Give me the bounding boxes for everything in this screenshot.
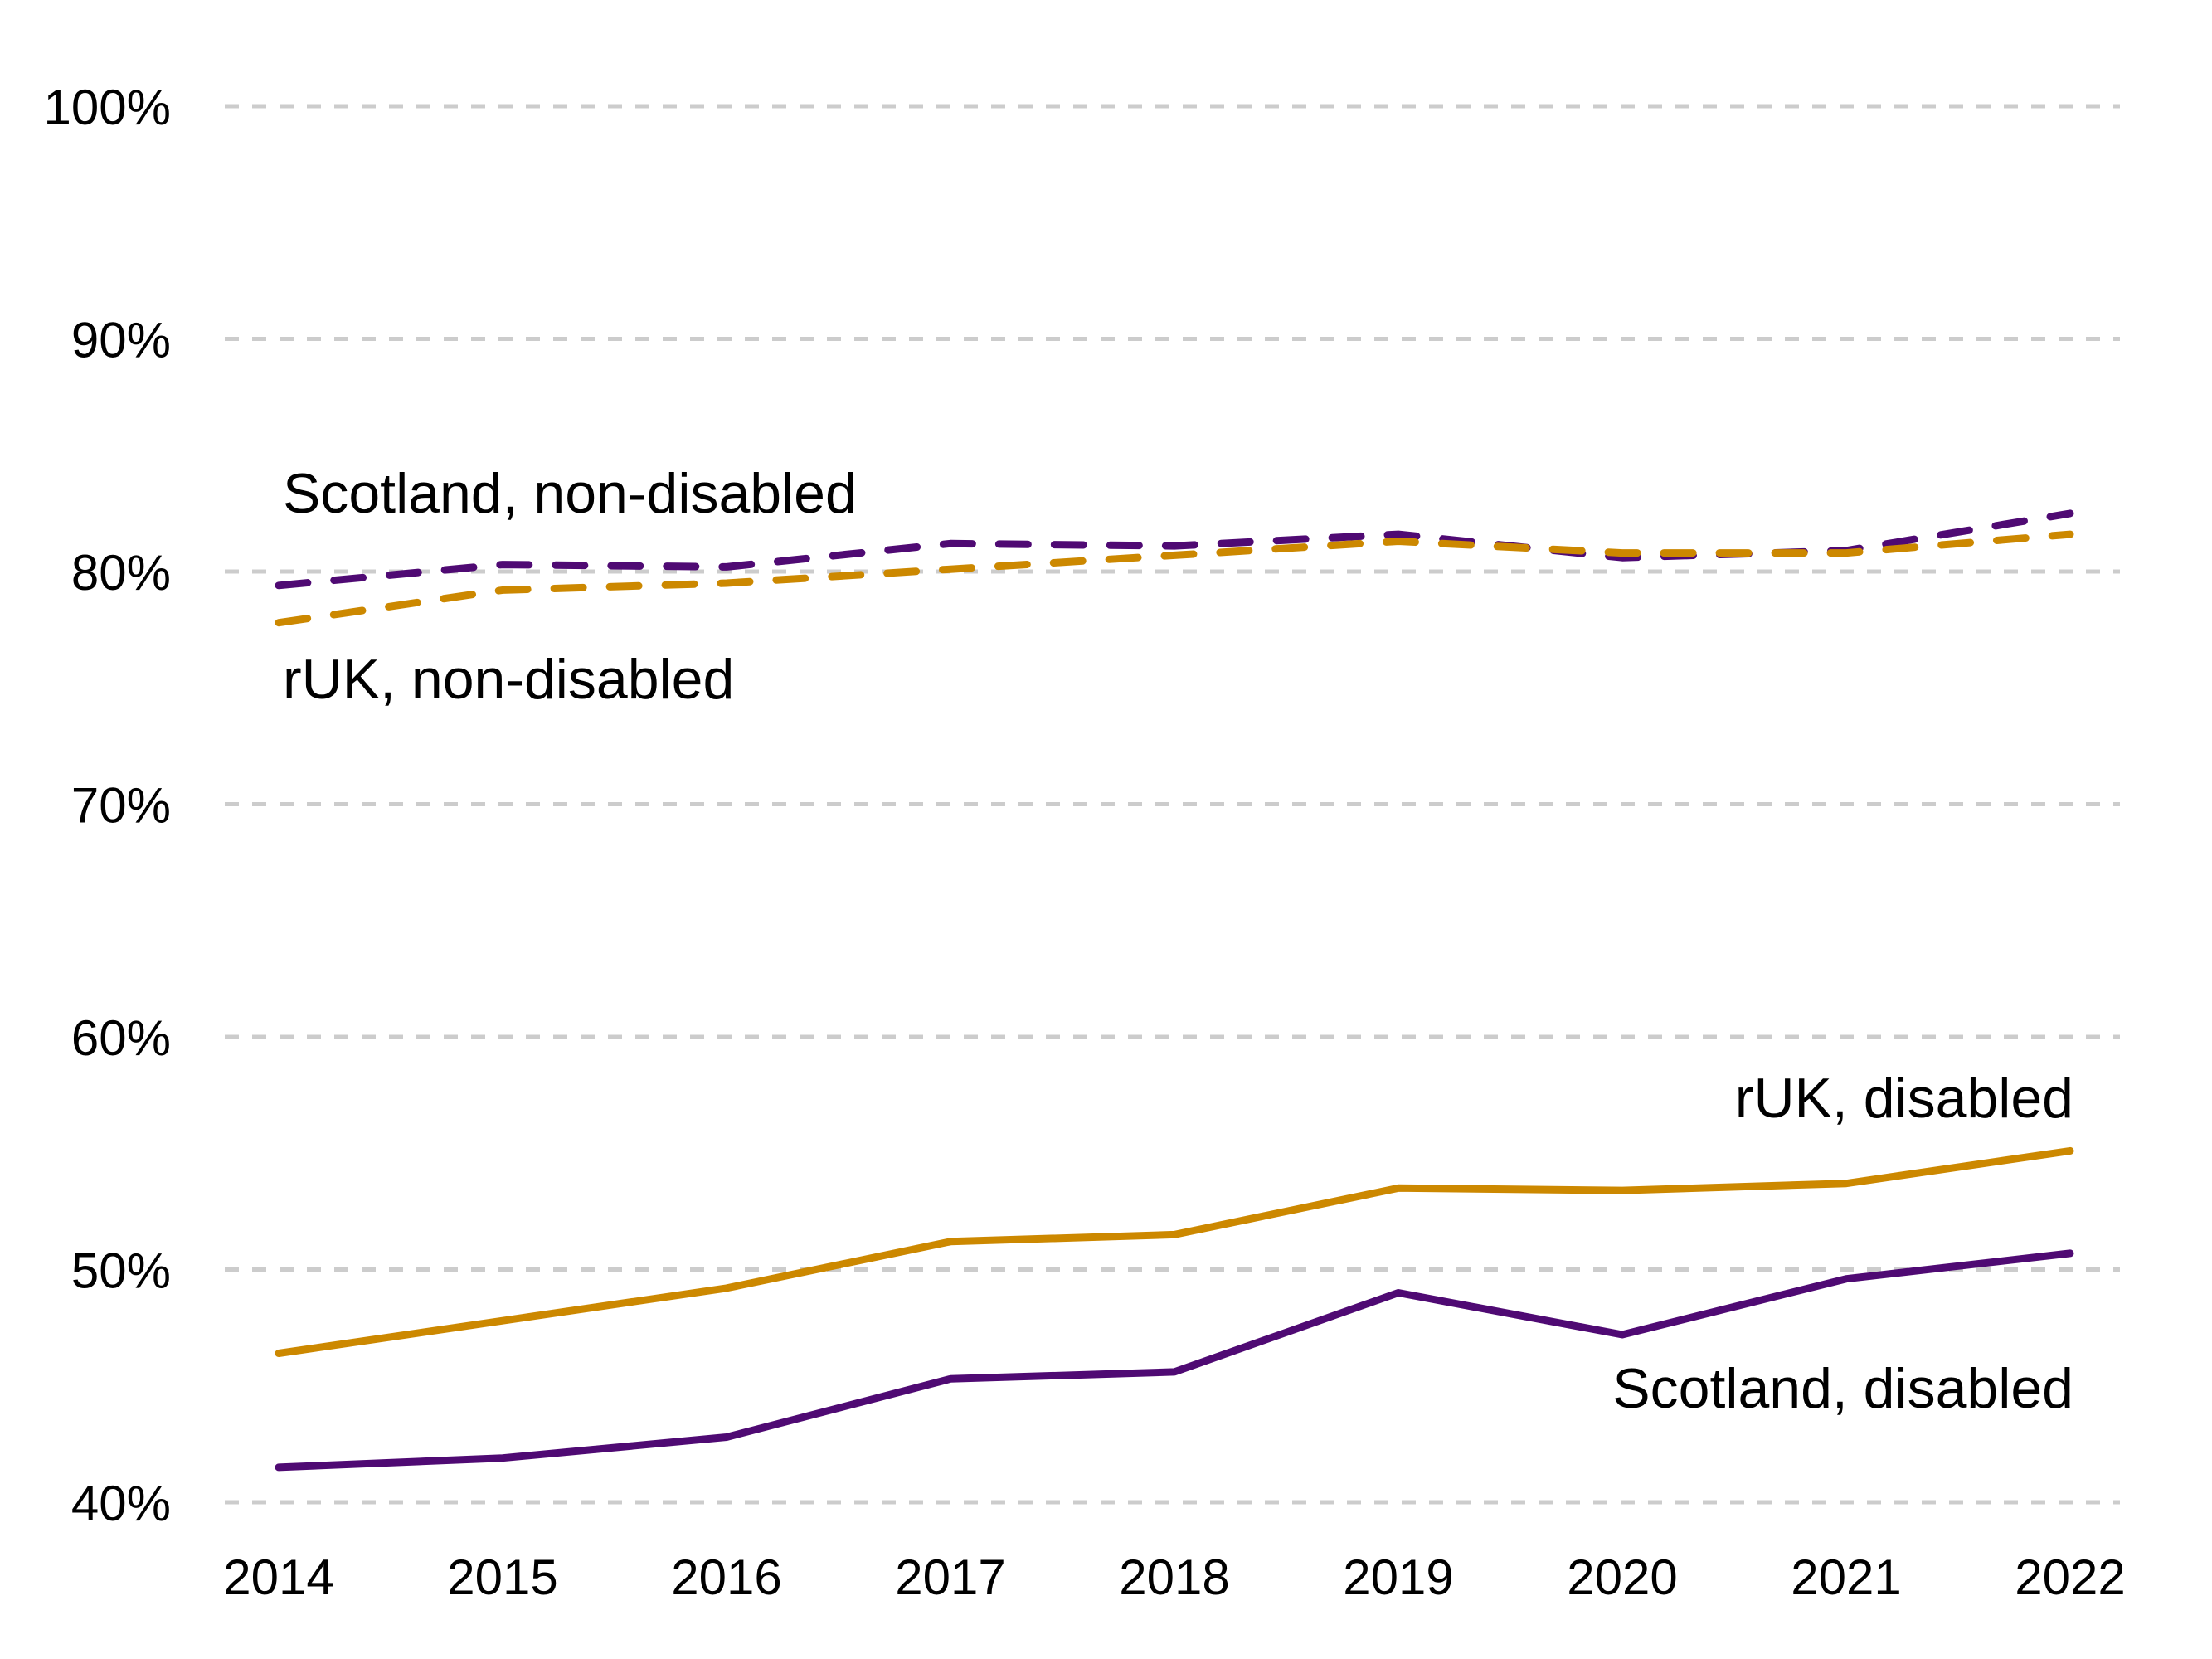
y-tick-label: 90% [71, 313, 171, 368]
series-lines [275, 509, 2074, 1472]
series-line-ruk-disabled [275, 1146, 2074, 1357]
label-ruk-disabled: rUK, disabled [1735, 1067, 2073, 1130]
y-axis-tick-labels: 40% 50% 60% 70% 80% 90% 100% [44, 80, 171, 1531]
y-tick-label: 70% [71, 778, 171, 834]
x-tick-label: 2017 [895, 1550, 1005, 1605]
x-tick-label: 2015 [447, 1550, 557, 1605]
x-axis-tick-labels: 2014 2015 2016 2017 2018 2019 2020 2021 2022 [223, 1550, 2125, 1605]
y-tick-label: 40% [71, 1476, 171, 1531]
x-tick-label: 2020 [1567, 1550, 1677, 1605]
series-line-scotland-disabled [275, 1249, 2074, 1472]
series-labels: Scotland, non-disabled rUK, non-disabled… [283, 462, 2073, 1420]
label-ruk-non-disabled: rUK, non-disabled [283, 648, 734, 711]
x-tick-label: 2019 [1343, 1550, 1453, 1605]
x-tick-label: 2021 [1791, 1550, 1901, 1605]
label-scotland-disabled: Scotland, disabled [1612, 1357, 2073, 1420]
x-tick-label: 2014 [223, 1550, 333, 1605]
y-tick-label: 100% [44, 80, 171, 135]
x-tick-label: 2016 [671, 1550, 781, 1605]
series-line-ruk-non-disabled [275, 530, 2074, 627]
x-tick-label: 2022 [2015, 1550, 2125, 1605]
y-tick-label: 50% [71, 1243, 171, 1299]
y-tick-label: 60% [71, 1010, 171, 1066]
label-scotland-non-disabled: Scotland, non-disabled [283, 462, 857, 525]
gridlines [225, 104, 2120, 1505]
y-tick-label: 80% [71, 545, 171, 601]
x-tick-label: 2018 [1119, 1550, 1229, 1605]
